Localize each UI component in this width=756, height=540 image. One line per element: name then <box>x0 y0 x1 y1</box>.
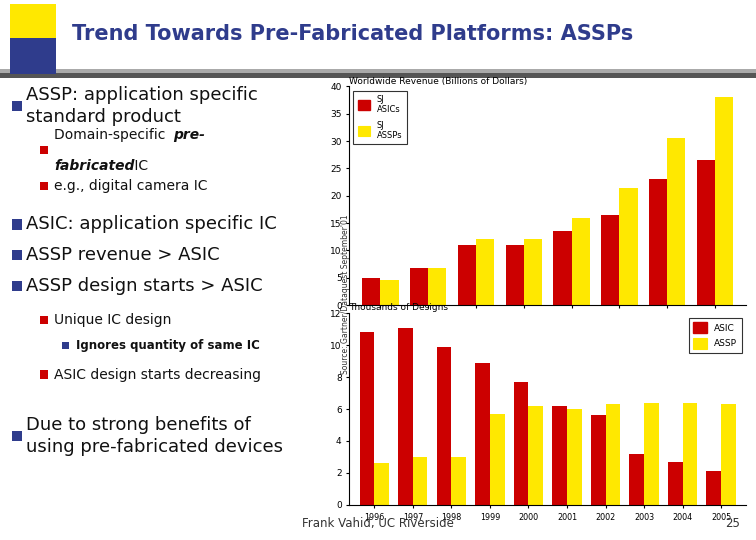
Bar <box>528 406 543 505</box>
Bar <box>12 219 22 230</box>
Bar <box>0 72 756 78</box>
Text: 25: 25 <box>725 517 740 530</box>
Bar <box>476 240 494 305</box>
Text: ASIC: application specific IC: ASIC: application specific IC <box>26 215 277 233</box>
Bar <box>524 240 542 305</box>
Text: Unique IC design: Unique IC design <box>54 313 172 327</box>
Bar <box>428 268 446 305</box>
Text: Trend Towards Pre-Fabricated Platforms: ASSPs: Trend Towards Pre-Fabricated Platforms: … <box>72 24 634 44</box>
Bar <box>572 218 590 305</box>
Bar <box>649 179 668 305</box>
Bar <box>40 316 48 324</box>
Bar <box>644 403 658 505</box>
Bar <box>413 457 427 505</box>
Bar <box>458 245 476 305</box>
Bar <box>721 404 736 505</box>
Bar <box>380 280 398 305</box>
Bar <box>40 370 48 379</box>
Text: Worldwide Revenue (Billions of Dollars): Worldwide Revenue (Billions of Dollars) <box>349 77 528 86</box>
Bar <box>606 404 620 505</box>
Legend: ASIC, ASSP: ASIC, ASSP <box>689 318 742 353</box>
Text: IC: IC <box>129 159 147 172</box>
Text: ASSP revenue > ASIC: ASSP revenue > ASIC <box>26 246 220 264</box>
Text: Thousands of Designs: Thousands of Designs <box>349 303 448 313</box>
Text: fabricated: fabricated <box>54 159 135 172</box>
Bar <box>697 160 715 305</box>
Bar <box>553 231 572 305</box>
Bar <box>490 414 504 505</box>
Bar <box>553 406 567 505</box>
Bar <box>62 342 70 349</box>
Text: ASSP: application specific
standard product: ASSP: application specific standard prod… <box>26 86 258 126</box>
Text: Frank Vahid, UC Riverside: Frank Vahid, UC Riverside <box>302 517 454 530</box>
Bar <box>630 454 644 505</box>
Bar <box>40 146 48 154</box>
Bar <box>506 245 524 305</box>
Bar <box>451 457 466 505</box>
Text: ASIC design starts decreasing: ASIC design starts decreasing <box>54 368 262 382</box>
Bar <box>0 69 756 73</box>
Bar <box>476 363 490 505</box>
Legend: SJ
ASICs, SJ
ASSPs: SJ ASICs, SJ ASSPs <box>354 91 407 144</box>
Text: pre-: pre- <box>173 128 205 142</box>
Bar <box>715 97 733 305</box>
Bar <box>12 250 22 260</box>
Bar <box>437 347 451 505</box>
Text: Ignores quantity of same IC: Ignores quantity of same IC <box>76 339 260 352</box>
Bar <box>567 409 581 505</box>
Bar <box>12 281 22 291</box>
Bar <box>10 4 56 50</box>
Text: Due to strong benefits of
using pre-fabricated devices: Due to strong benefits of using pre-fabr… <box>26 416 283 456</box>
Bar <box>514 382 528 505</box>
Bar <box>362 278 380 305</box>
Bar <box>668 462 683 505</box>
Bar <box>683 403 697 505</box>
Text: e.g., digital camera IC: e.g., digital camera IC <box>54 179 208 193</box>
Text: Source: Gartner/Dataquest September'01: Source: Gartner/Dataquest September'01 <box>340 214 349 374</box>
Bar <box>12 101 22 111</box>
Bar <box>668 138 686 305</box>
Bar <box>706 471 721 505</box>
Bar <box>601 215 619 305</box>
Bar <box>40 182 48 191</box>
Bar <box>12 431 22 441</box>
Bar <box>374 463 389 505</box>
Bar <box>619 187 637 305</box>
Bar <box>10 38 56 75</box>
Bar <box>398 328 413 505</box>
Bar <box>360 332 374 505</box>
Text: Domain-specific: Domain-specific <box>54 128 170 142</box>
Bar <box>410 268 428 305</box>
Text: ASSP design starts > ASIC: ASSP design starts > ASIC <box>26 277 263 295</box>
Bar <box>591 415 606 505</box>
